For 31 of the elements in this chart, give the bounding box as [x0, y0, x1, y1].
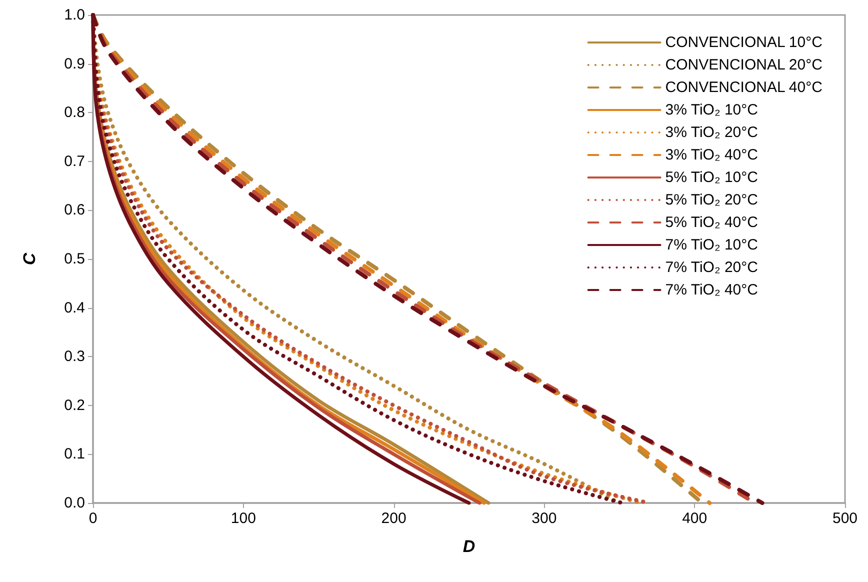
- legend-label: 3% TiO₂ 40°C: [665, 146, 758, 164]
- legend-label: CONVENCIONAL 40°C: [665, 79, 823, 96]
- y-tick-label: 0.5: [64, 250, 85, 268]
- legend-label: 5% TiO₂ 40°C: [665, 214, 758, 231]
- y-tick-label: 0.8: [64, 104, 85, 122]
- x-tick-label: 500: [832, 510, 858, 527]
- y-axis-title: C: [20, 252, 39, 266]
- legend-label: 5% TiO₂ 20°C: [665, 192, 758, 208]
- legend-label: CONVENCIONAL 20°C: [665, 56, 823, 74]
- y-tick-label: 0.0: [64, 494, 85, 512]
- y-tick-label: 0.6: [64, 202, 85, 219]
- legend-label: 7% TiO₂ 10°C: [665, 236, 758, 254]
- legend-label: 7% TiO₂ 40°C: [665, 282, 758, 298]
- x-tick-label: 400: [682, 510, 708, 527]
- legend-label: 3% TiO₂ 10°C: [665, 102, 758, 118]
- legend-label: CONVENCIONAL 10°C: [665, 34, 823, 51]
- y-tick-label: 0.7: [64, 152, 85, 170]
- y-tick-label: 0.2: [64, 396, 85, 414]
- x-tick-label: 300: [532, 510, 557, 527]
- y-tick-label: 0.1: [64, 446, 85, 463]
- x-tick-label: 100: [230, 510, 256, 527]
- x-tick-label: 200: [381, 510, 406, 527]
- legend-label: 7% TiO₂ 20°C: [665, 259, 758, 276]
- legend-label: 3% TiO₂ 20°C: [665, 124, 758, 141]
- y-tick-label: 0.9: [64, 55, 85, 72]
- y-tick-label: 0.3: [64, 348, 85, 366]
- x-tick-label: 0: [88, 510, 98, 527]
- y-tick-label: 1.0: [64, 6, 85, 24]
- legend-label: 5% TiO₂ 10°C: [665, 169, 758, 186]
- x-axis-title: D: [462, 537, 476, 556]
- y-tick-label: 0.4: [64, 299, 85, 316]
